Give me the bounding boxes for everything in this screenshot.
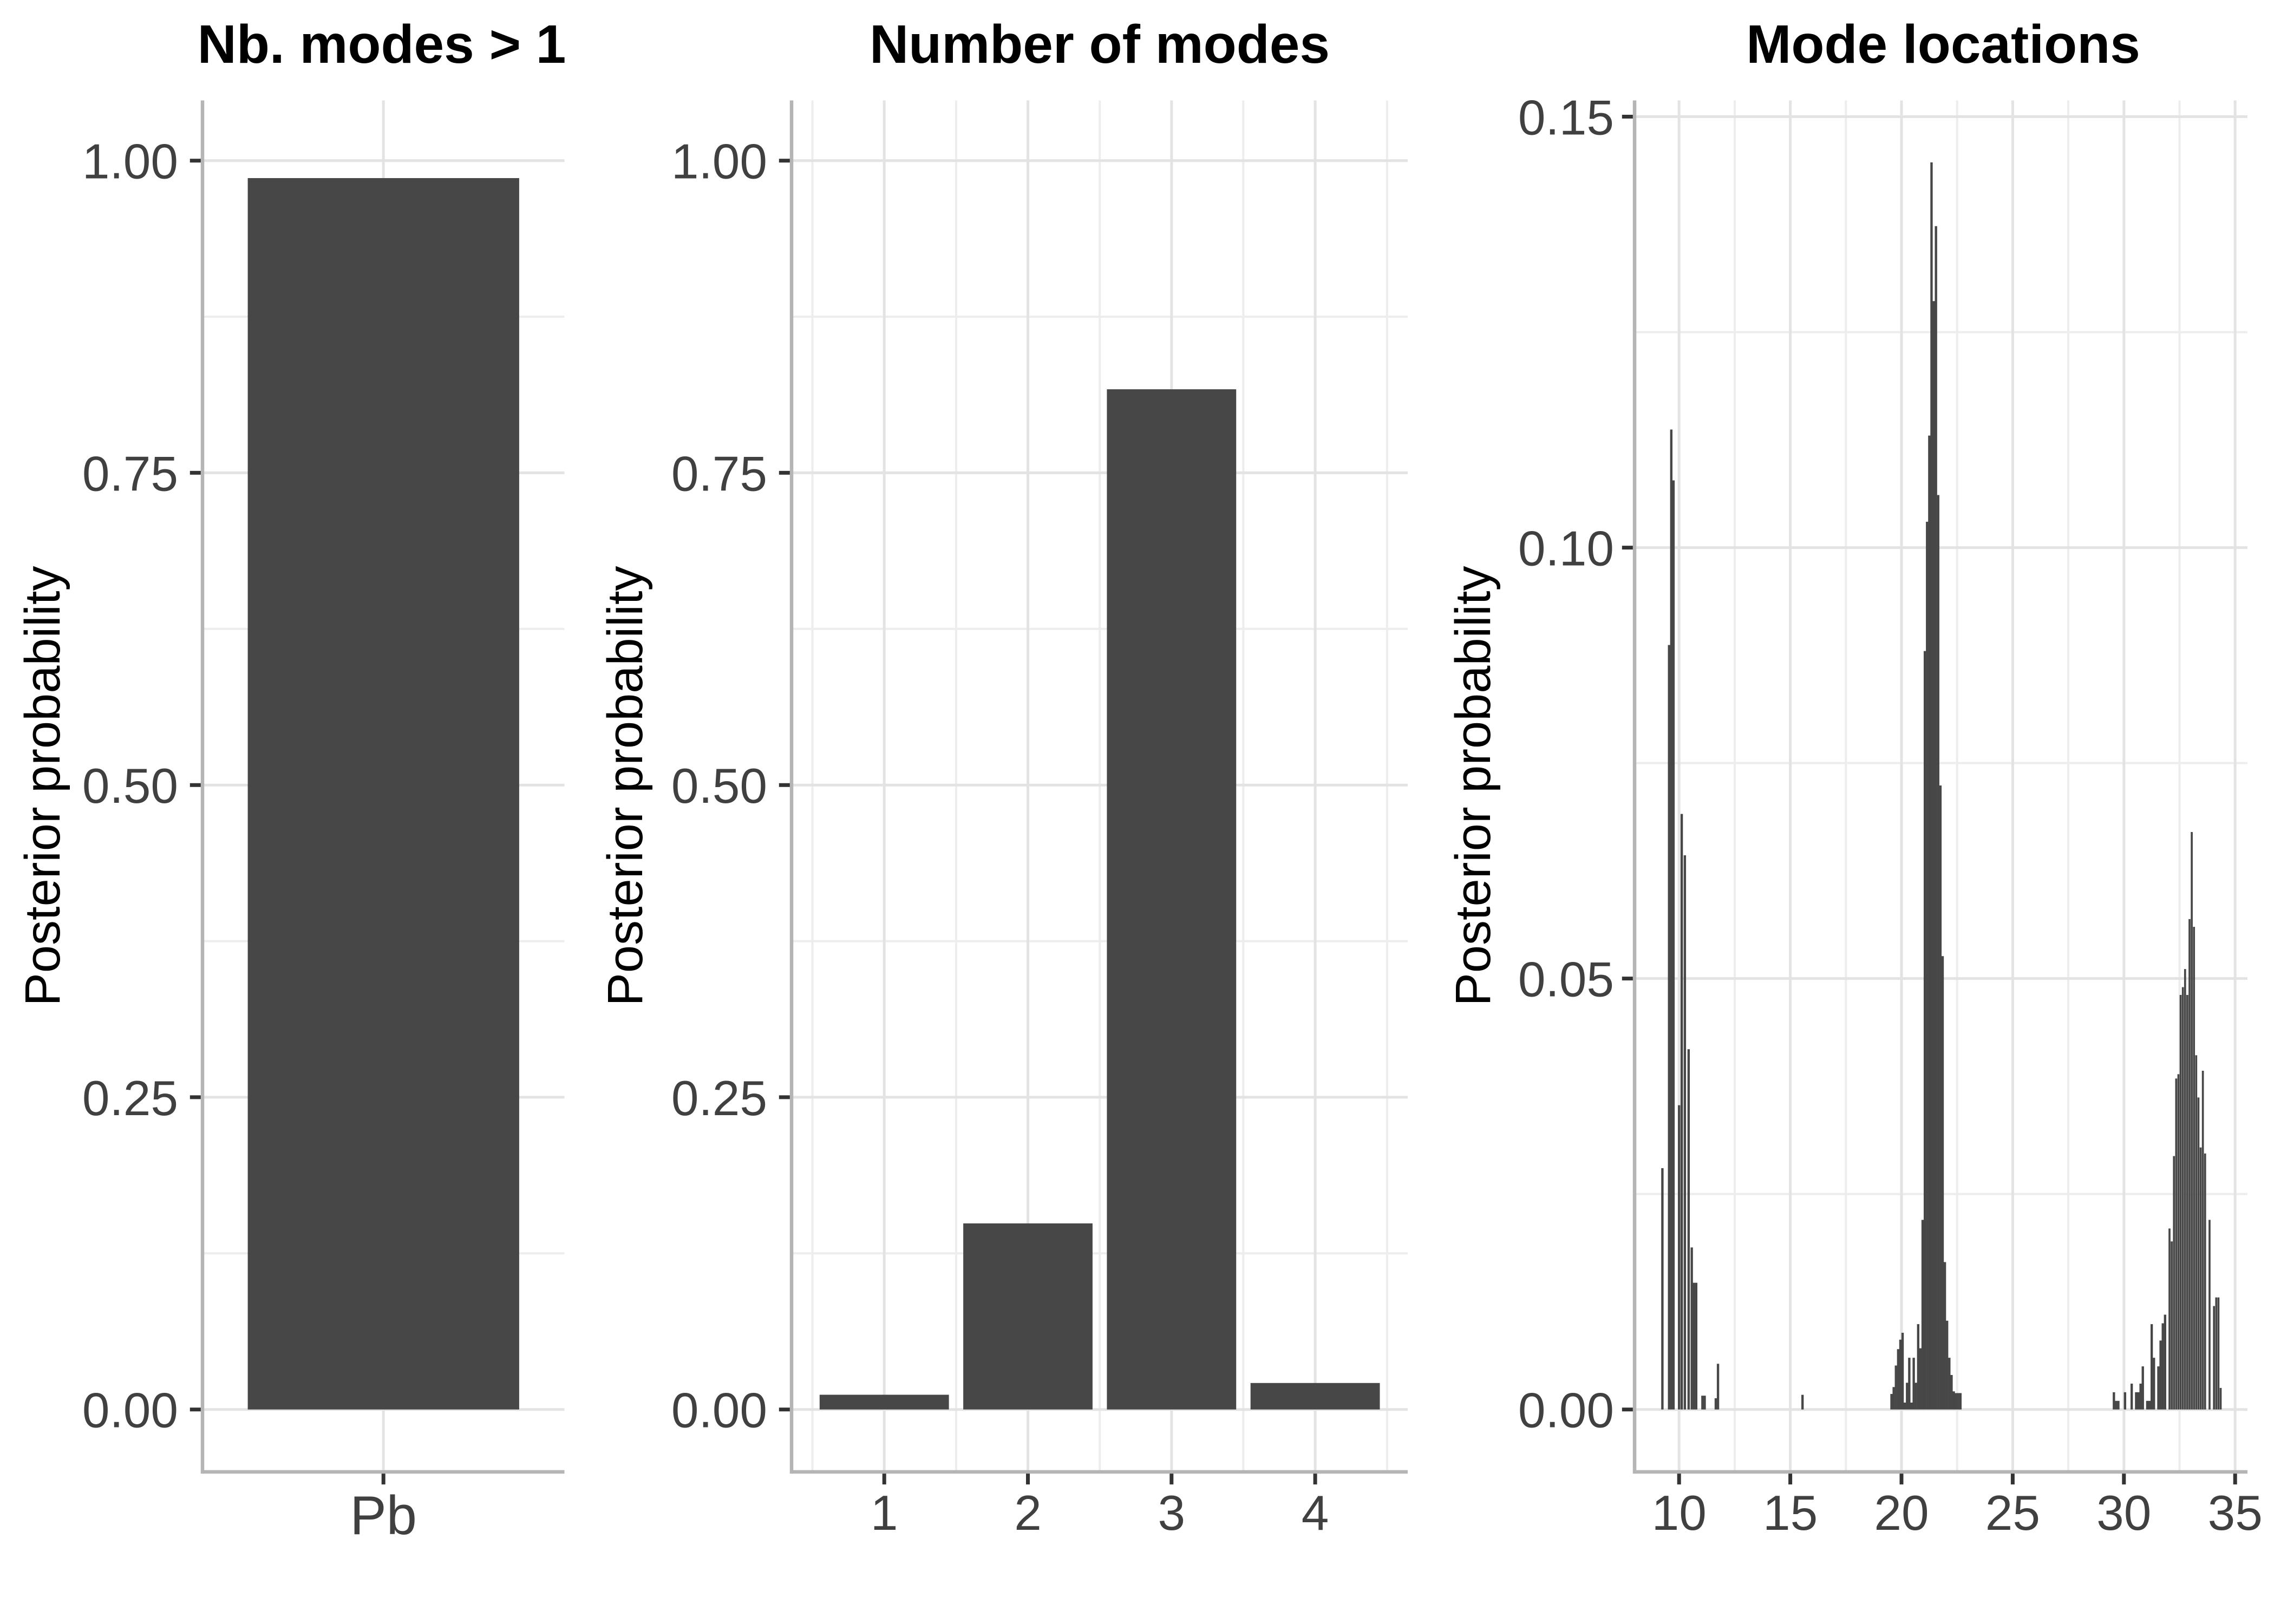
svg-text:0.15: 0.15 xyxy=(1518,91,1614,146)
svg-text:0.10: 0.10 xyxy=(1518,522,1614,577)
svg-text:0.50: 0.50 xyxy=(671,759,767,814)
svg-text:1.00: 1.00 xyxy=(671,135,767,189)
svg-text:1: 1 xyxy=(871,1486,898,1541)
svg-text:0.25: 0.25 xyxy=(82,1071,178,1126)
svg-text:35: 35 xyxy=(2208,1486,2263,1541)
svg-text:0.00: 0.00 xyxy=(82,1384,178,1438)
svg-text:0.75: 0.75 xyxy=(82,447,178,501)
svg-text:4: 4 xyxy=(1302,1486,1329,1541)
svg-text:Pb: Pb xyxy=(350,1485,417,1546)
svg-text:Nb. modes > 1: Nb. modes > 1 xyxy=(198,14,566,75)
svg-text:Posterior probability: Posterior probability xyxy=(1446,566,1501,1006)
svg-text:0.50: 0.50 xyxy=(82,759,178,814)
svg-text:0.00: 0.00 xyxy=(671,1384,767,1438)
svg-text:15: 15 xyxy=(1763,1486,1818,1541)
svg-text:25: 25 xyxy=(1985,1486,2040,1541)
svg-text:2: 2 xyxy=(1014,1486,1042,1541)
svg-text:Posterior probability: Posterior probability xyxy=(15,566,70,1006)
svg-text:3: 3 xyxy=(1158,1486,1185,1541)
svg-text:Posterior probability: Posterior probability xyxy=(598,566,653,1006)
svg-text:10: 10 xyxy=(1652,1486,1707,1541)
svg-text:0.25: 0.25 xyxy=(671,1071,767,1126)
svg-text:30: 30 xyxy=(2096,1486,2151,1541)
svg-text:Mode locations: Mode locations xyxy=(1746,14,2140,75)
svg-text:20: 20 xyxy=(1874,1486,1929,1541)
svg-text:1.00: 1.00 xyxy=(82,135,178,189)
svg-text:0.75: 0.75 xyxy=(671,447,767,501)
svg-text:Number of modes: Number of modes xyxy=(870,14,1330,75)
svg-text:0.05: 0.05 xyxy=(1518,953,1614,1007)
svg-text:0.00: 0.00 xyxy=(1518,1384,1614,1438)
